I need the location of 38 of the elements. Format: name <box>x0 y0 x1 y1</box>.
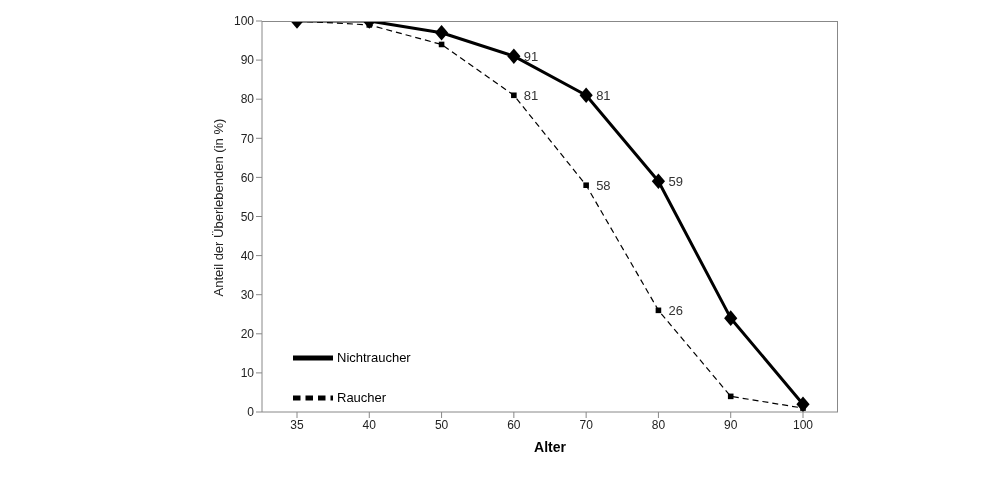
point <box>727 393 734 400</box>
data-label: 81 <box>596 88 611 104</box>
y-tick-label: 100 <box>233 14 255 29</box>
y-axis-title: Anteil der Überlebenden (in %) <box>210 118 226 297</box>
y-tick-label: 80 <box>240 92 255 107</box>
point <box>583 182 589 189</box>
data-label: 58 <box>596 178 611 194</box>
x-axis-title: Alter <box>534 439 567 455</box>
data-label: 59 <box>668 174 683 190</box>
x-tick-label: 60 <box>507 417 521 432</box>
x-tick-label: 35 <box>290 417 304 432</box>
y-tick-label: 50 <box>240 209 255 224</box>
x-tick-label: 80 <box>651 417 666 432</box>
x-tick-label: 90 <box>724 417 738 432</box>
point <box>579 87 593 104</box>
legend-label: Raucher <box>337 389 387 405</box>
y-tick-label: 30 <box>240 287 255 302</box>
legend-label: Nichtraucher <box>337 349 411 365</box>
y-tick-label: 40 <box>240 248 255 263</box>
y-tick-label: 70 <box>240 131 255 146</box>
data-label: 81 <box>523 88 539 104</box>
y-tick-label: 10 <box>240 366 255 381</box>
x-tick-label: 100 <box>792 417 814 432</box>
point <box>796 396 810 412</box>
x-tick-label: 40 <box>362 417 377 432</box>
y-tick-label: 20 <box>240 327 255 342</box>
point <box>724 310 738 326</box>
point <box>511 92 517 99</box>
data-label: 91 <box>523 49 539 65</box>
y-tick-label: 90 <box>240 53 255 68</box>
y-tick-label: 0 <box>247 405 255 420</box>
x-tick-label: 50 <box>434 417 449 432</box>
point <box>651 173 666 190</box>
y-tick-label: 60 <box>240 170 255 185</box>
point <box>434 24 449 41</box>
x-tick-label: 70 <box>579 417 594 432</box>
point <box>507 48 521 64</box>
data-label: 26 <box>668 303 683 319</box>
